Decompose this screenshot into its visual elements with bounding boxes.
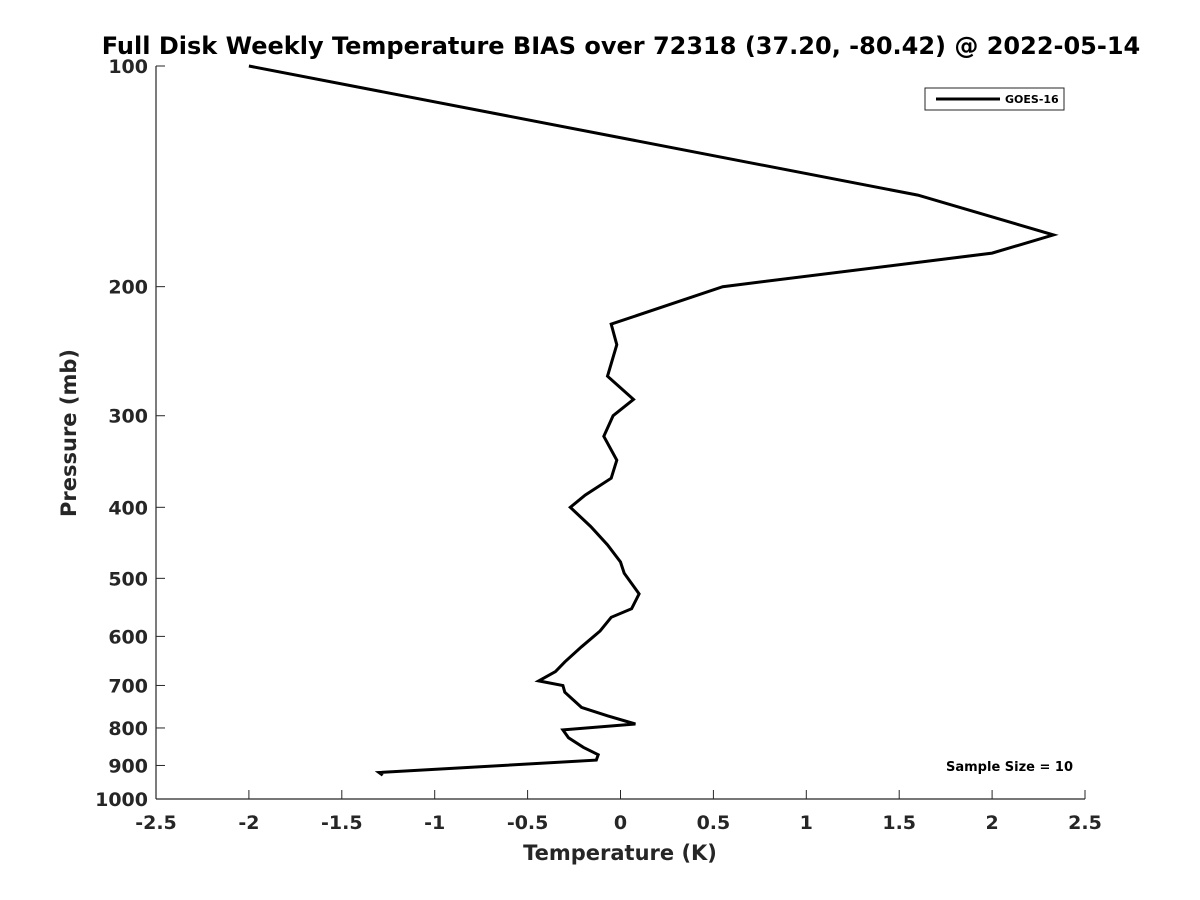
x-tick-label: 0.5 — [697, 812, 731, 834]
y-tick-label: 900 — [108, 755, 148, 777]
y-tick-label: 1000 — [95, 789, 148, 811]
legend-label: GOES-16 — [1005, 93, 1059, 106]
x-tick-label: 2.5 — [1068, 812, 1102, 834]
x-tick-label: -2.5 — [135, 812, 177, 834]
plot-area — [156, 66, 1085, 799]
y-tick-label: 600 — [108, 626, 148, 648]
y-tick-label: 100 — [108, 56, 148, 78]
y-axis-label: Pressure (mb) — [57, 349, 81, 517]
x-tick-label: -1.5 — [321, 812, 363, 834]
chart-title: Full Disk Weekly Temperature BIAS over 7… — [102, 32, 1141, 60]
x-axis-ticks: -2.5 -2 -1.5 -1 -0.5 0 0.5 1 1.5 2 2.5 — [135, 790, 1102, 834]
y-tick-label: 800 — [108, 718, 148, 740]
x-tick-label: -2 — [238, 812, 259, 834]
y-tick-label: 400 — [108, 497, 148, 519]
sample-size-annotation: Sample Size = 10 — [946, 760, 1073, 775]
x-tick-label: 2 — [985, 812, 998, 834]
x-tick-label: -0.5 — [507, 812, 549, 834]
y-tick-label: 500 — [108, 568, 148, 590]
y-axis-ticks: 100 200 300 400 500 600 700 800 900 1000 — [95, 56, 165, 811]
legend: GOES-16 — [924, 87, 1065, 111]
x-tick-label: 1.5 — [882, 812, 916, 834]
y-tick-label: 700 — [108, 675, 148, 697]
y-tick-label: 200 — [108, 277, 148, 299]
series-line-goes-16 — [248, 64, 1059, 777]
x-tick-label: 1 — [800, 812, 813, 834]
x-tick-label: -1 — [424, 812, 445, 834]
x-axis-label: Temperature (K) — [523, 841, 717, 865]
x-tick-label: 0 — [614, 812, 627, 834]
y-tick-label: 300 — [108, 406, 148, 428]
